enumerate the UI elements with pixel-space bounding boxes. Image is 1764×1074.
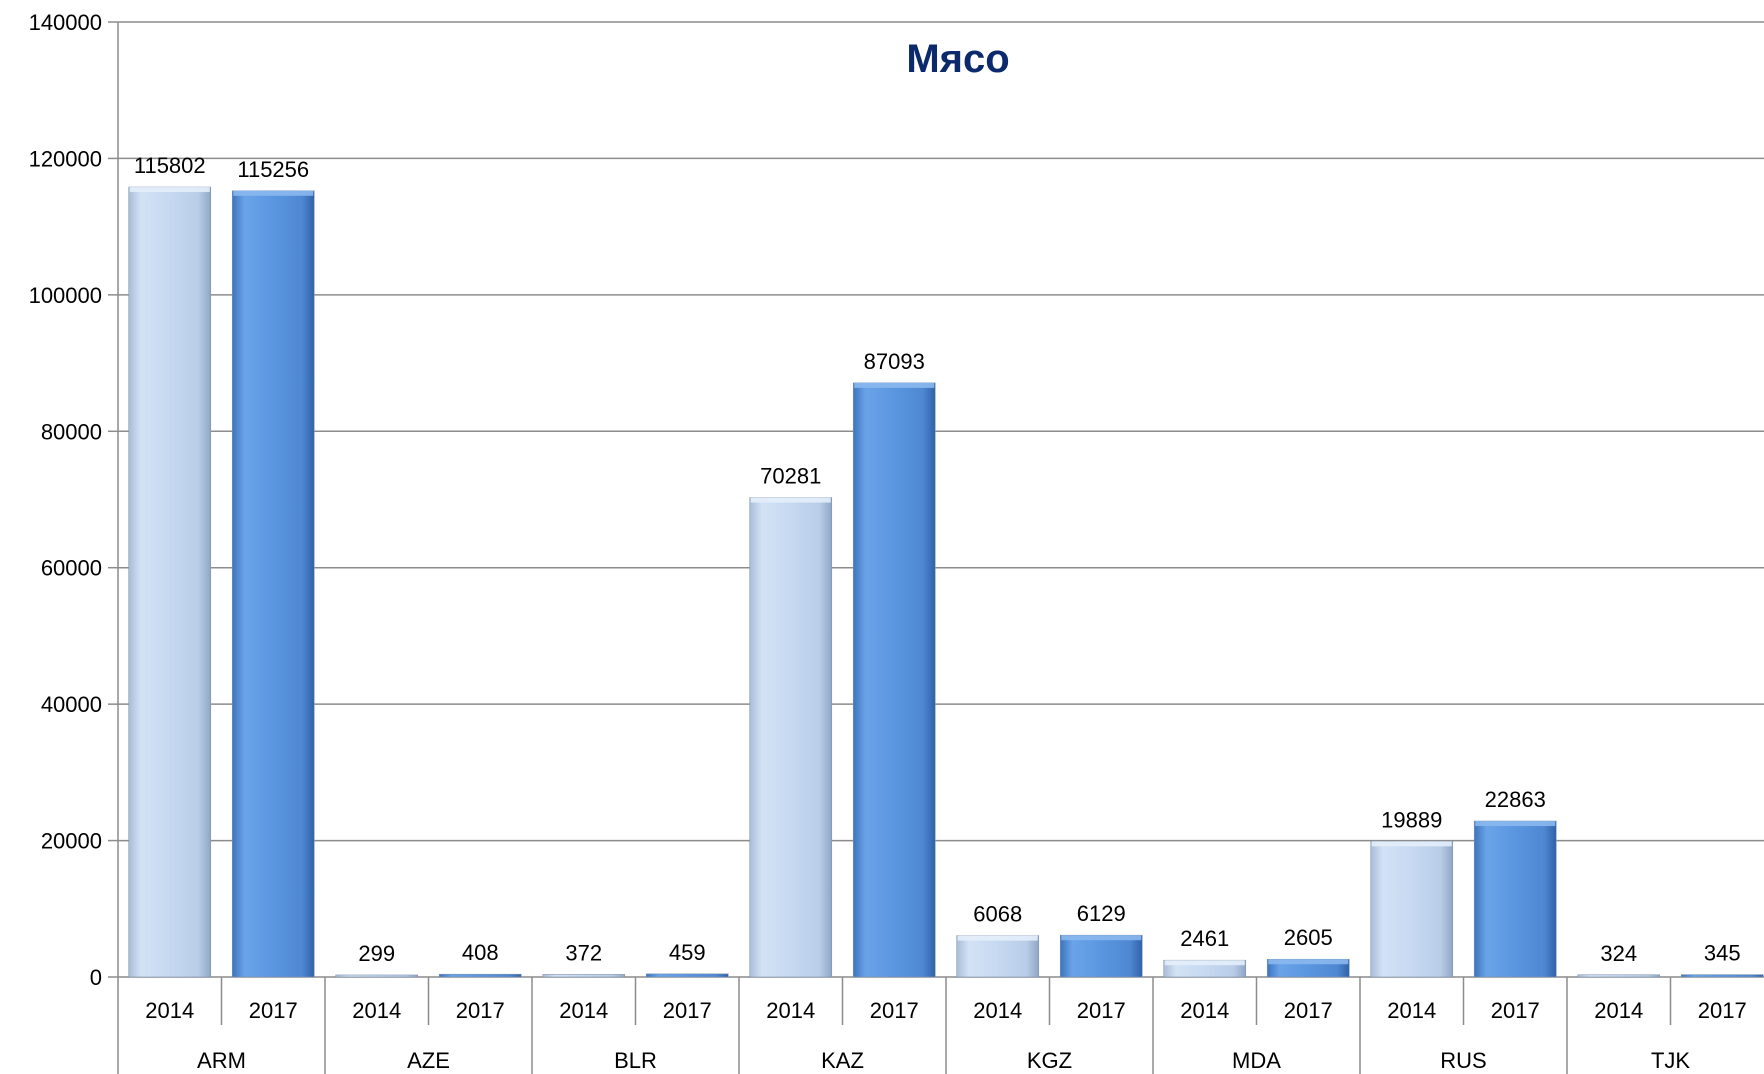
bar-kgz-2014 — [956, 935, 1040, 978]
bar-rus-2017 — [1473, 820, 1557, 978]
bar-top-bevel — [1475, 821, 1556, 827]
y-tick-label: 80000 — [41, 419, 102, 444]
category-label: BLR — [614, 1048, 657, 1073]
data-label: 408 — [462, 940, 499, 965]
subcategory-label: 2014 — [973, 998, 1022, 1023]
data-label: 70281 — [760, 464, 821, 489]
bar-blr-2014 — [542, 974, 626, 978]
bar-top-bevel — [750, 497, 831, 503]
data-label: 115256 — [237, 157, 309, 182]
y-tick-label: 100000 — [29, 283, 102, 308]
y-tick-label: 60000 — [41, 556, 102, 581]
bar-aze-2017 — [438, 973, 522, 978]
category-label: ARM — [197, 1048, 246, 1073]
bar-blr-2017 — [645, 973, 729, 978]
category-label: MDA — [1232, 1048, 1281, 1073]
gridlines — [118, 21, 1764, 978]
subcategory-label: 2014 — [1180, 998, 1229, 1023]
bar-top-bevel — [1164, 960, 1245, 966]
category-label: KGZ — [1027, 1048, 1072, 1073]
bar-top-bevel — [1371, 841, 1452, 847]
y-tick-label: 140000 — [29, 10, 102, 35]
y-tick-label: 0 — [90, 965, 102, 990]
bar-kaz-2014 — [749, 497, 833, 978]
bar-arm-2014 — [128, 186, 212, 978]
subcategory-label: 2017 — [1284, 998, 1333, 1023]
data-label: 6068 — [973, 902, 1022, 927]
bar-rus-2014 — [1370, 841, 1454, 978]
subcategory-label: 2017 — [1698, 998, 1747, 1023]
bar-kgz-2017 — [1059, 934, 1143, 978]
bars — [128, 186, 1764, 978]
bar-top-bevel — [1268, 959, 1349, 965]
bar-kaz-2017 — [852, 382, 936, 978]
data-label: 372 — [565, 940, 602, 965]
category-label: KAZ — [821, 1048, 864, 1073]
data-label: 459 — [669, 940, 706, 965]
subcategory-label: 2014 — [352, 998, 401, 1023]
axes: 0 20000 40000 60000 80000 100000 120000 140000 A… — [29, 10, 1747, 1074]
data-label: 115802 — [134, 153, 206, 178]
subcategory-label: 2014 — [1387, 998, 1436, 1023]
category-label: RUS — [1440, 1048, 1486, 1073]
subcategory-label: 2017 — [663, 998, 712, 1023]
subcategory-label: 2017 — [870, 998, 919, 1023]
y-tick-label: 40000 — [41, 692, 102, 717]
data-label: 19889 — [1381, 807, 1442, 832]
subcategory-label: 2014 — [559, 998, 608, 1023]
y-tick-label: 120000 — [29, 146, 102, 171]
data-label: 345 — [1704, 941, 1741, 966]
bar-top-bevel — [957, 935, 1038, 941]
data-label: 324 — [1600, 941, 1637, 966]
bar-top-bevel — [233, 190, 314, 196]
data-label: 2605 — [1284, 925, 1333, 950]
subcategory-label: 2017 — [1077, 998, 1126, 1023]
bar-tjk-2014 — [1577, 974, 1661, 978]
chart-title: Мясо — [906, 37, 1009, 81]
bar-arm-2017 — [231, 190, 315, 978]
data-label: 2461 — [1180, 926, 1229, 951]
subcategory-label: 2014 — [766, 998, 815, 1023]
subcategory-label: 2014 — [1594, 998, 1643, 1023]
category-label: AZE — [407, 1048, 450, 1073]
y-tick-label: 20000 — [41, 829, 102, 854]
bar-top-bevel — [1061, 935, 1142, 941]
subcategory-label: 2014 — [145, 998, 194, 1023]
bar-tjk-2017 — [1680, 974, 1764, 978]
subcategory-label: 2017 — [456, 998, 505, 1023]
bar-top-bevel — [129, 187, 210, 193]
data-label: 87093 — [864, 349, 925, 374]
bar-aze-2014 — [335, 974, 419, 978]
data-labels: 115802 115256 299 408 372 459 70281 87093 6068 61… — [134, 153, 1741, 966]
subcategory-label: 2017 — [249, 998, 298, 1023]
bar-top-bevel — [854, 382, 935, 388]
subcategory-label: 2017 — [1491, 998, 1540, 1023]
data-label: 6129 — [1077, 901, 1126, 926]
data-label: 22863 — [1485, 787, 1546, 812]
category-label: TJK — [1651, 1048, 1690, 1073]
data-label: 299 — [358, 941, 395, 966]
